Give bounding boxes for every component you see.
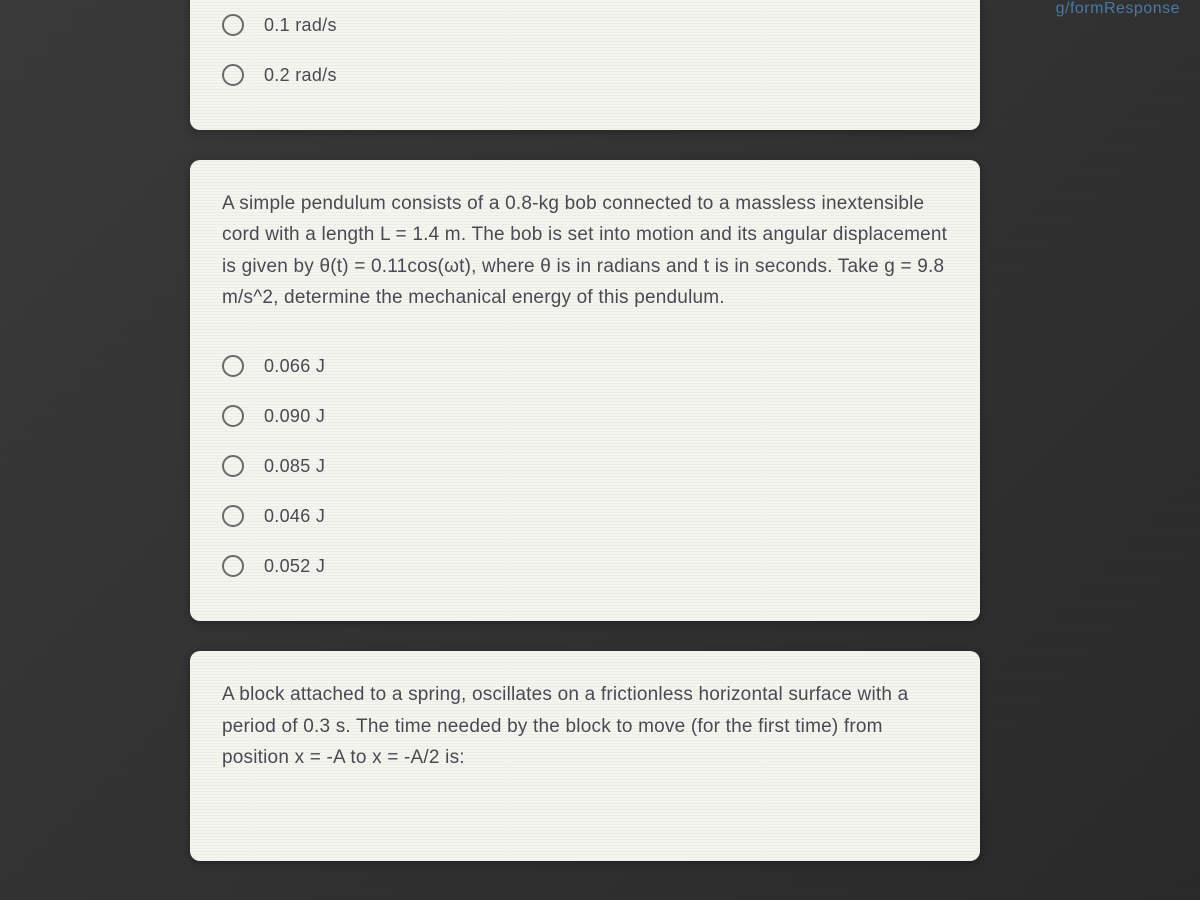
radio-icon[interactable] xyxy=(222,555,244,577)
option-row[interactable]: 0.052 J xyxy=(222,541,948,591)
option-label: 0.046 J xyxy=(264,506,325,527)
option-row[interactable]: 0.066 J xyxy=(222,341,948,391)
option-row[interactable]: 0.090 J xyxy=(222,391,948,441)
option-label: 0.066 J xyxy=(264,356,325,377)
radio-icon[interactable] xyxy=(222,405,244,427)
radio-icon[interactable] xyxy=(222,505,244,527)
question-text: A simple pendulum consists of a 0.8-kg b… xyxy=(222,188,948,313)
option-label: 0.085 J xyxy=(264,456,325,477)
question-card-3: A block attached to a spring, oscillates… xyxy=(190,651,980,861)
radio-icon[interactable] xyxy=(222,455,244,477)
option-row[interactable]: 0.1 rad/s xyxy=(222,0,948,50)
url-fragment: g/formResponse xyxy=(1056,0,1180,18)
option-row[interactable]: 0.085 J xyxy=(222,441,948,491)
option-label: 0.090 J xyxy=(264,406,325,427)
question-card-1: 0.05 rad/s 0.1 rad/s 0.2 rad/s xyxy=(190,0,980,130)
question-card-2: A simple pendulum consists of a 0.8-kg b… xyxy=(190,160,980,621)
radio-icon[interactable] xyxy=(222,14,244,36)
option-row[interactable]: 0.2 rad/s xyxy=(222,50,948,100)
form-content: 0.05 rad/s 0.1 rad/s 0.2 rad/s A simple … xyxy=(190,0,980,881)
option-label: 0.052 J xyxy=(264,556,325,577)
option-label: 0.1 rad/s xyxy=(264,15,337,36)
radio-icon[interactable] xyxy=(222,355,244,377)
question-text: A block attached to a spring, oscillates… xyxy=(222,679,948,773)
option-row[interactable]: 0.046 J xyxy=(222,491,948,541)
option-label: 0.2 rad/s xyxy=(264,65,337,86)
radio-icon[interactable] xyxy=(222,64,244,86)
